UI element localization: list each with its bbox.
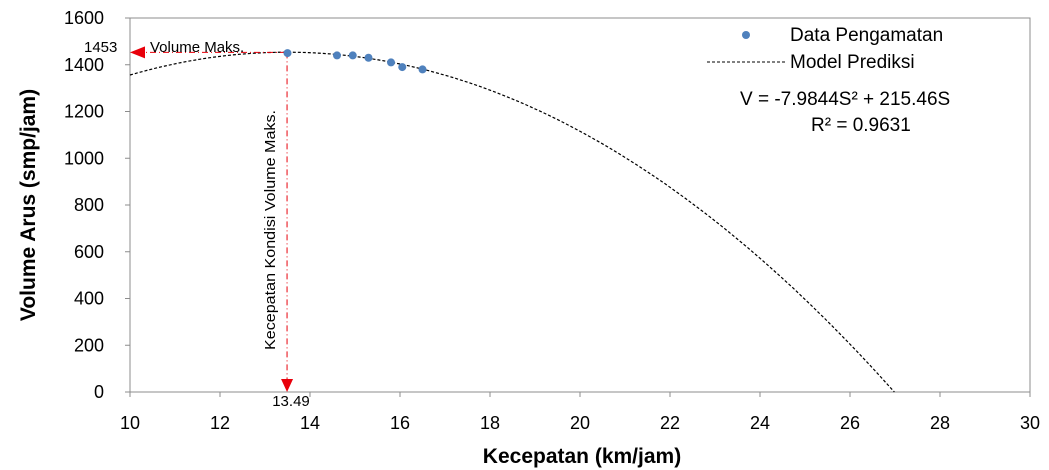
- y-tick-label: 600: [74, 242, 104, 262]
- x-tick-label: 26: [840, 413, 860, 433]
- legend-label-data: Data Pengamatan: [790, 25, 943, 46]
- max-speed-label: Kecepatan Kondisi Volume Maks.: [262, 110, 279, 350]
- model-curve: [129, 51, 895, 393]
- y-tick-label: 200: [74, 335, 104, 355]
- data-point: [283, 49, 292, 58]
- x-tick-label: 30: [1020, 413, 1040, 433]
- y-tick-label: 800: [74, 195, 104, 215]
- x-tick-label: 12: [210, 413, 230, 433]
- y-tick-label: 1600: [64, 8, 104, 28]
- data-point: [387, 58, 395, 67]
- y-tick-label: 1000: [64, 148, 104, 168]
- observed-series: [283, 49, 427, 74]
- y-axis-label: Volume Arus (smp/jam): [17, 89, 40, 321]
- max-speed-value: 13.49: [272, 393, 310, 410]
- max-volume-value: 1453: [84, 39, 117, 56]
- x-tick-label: 18: [480, 413, 500, 433]
- data-point: [418, 65, 427, 74]
- reference-lines: [130, 46, 294, 392]
- data-point: [348, 51, 357, 60]
- x-axis-label: Kecepatan (km/jam): [483, 445, 681, 468]
- r-squared: R² = 0.9631: [811, 115, 911, 136]
- x-tick-label: 20: [570, 413, 590, 433]
- plot-area: [129, 17, 1031, 393]
- x-tick-label: 14: [300, 413, 320, 433]
- legend-marker-data: [742, 31, 750, 39]
- x-tick-label: 24: [750, 413, 770, 433]
- y-tick-label: 0: [94, 382, 104, 402]
- legend-label-model: Model Prediksi: [790, 52, 915, 73]
- x-tick-label: 22: [660, 413, 680, 433]
- regression-equation: V = -7.9844S² + 215.46S: [740, 89, 950, 110]
- model-series: [129, 51, 895, 393]
- data-point: [333, 51, 341, 60]
- y-tick-label: 1400: [64, 55, 104, 75]
- max-speed-arrowhead: [281, 379, 294, 392]
- data-point: [398, 63, 407, 72]
- max-volume-arrowhead: [130, 46, 145, 59]
- x-axis-ticks: 10 12 14 16 18 20 22 24 26 28 30: [120, 392, 1040, 433]
- max-volume-label: Volume Maks.: [150, 39, 244, 56]
- data-point: [364, 53, 373, 62]
- y-axis-ticks: 0 200 400 600 800 1000 1200 1400 1600: [64, 8, 130, 402]
- x-tick-label: 16: [390, 413, 410, 433]
- x-tick-label: 28: [930, 413, 950, 433]
- y-tick-label: 400: [74, 289, 104, 309]
- x-tick-label: 10: [120, 413, 140, 433]
- y-tick-label: 1200: [64, 102, 104, 122]
